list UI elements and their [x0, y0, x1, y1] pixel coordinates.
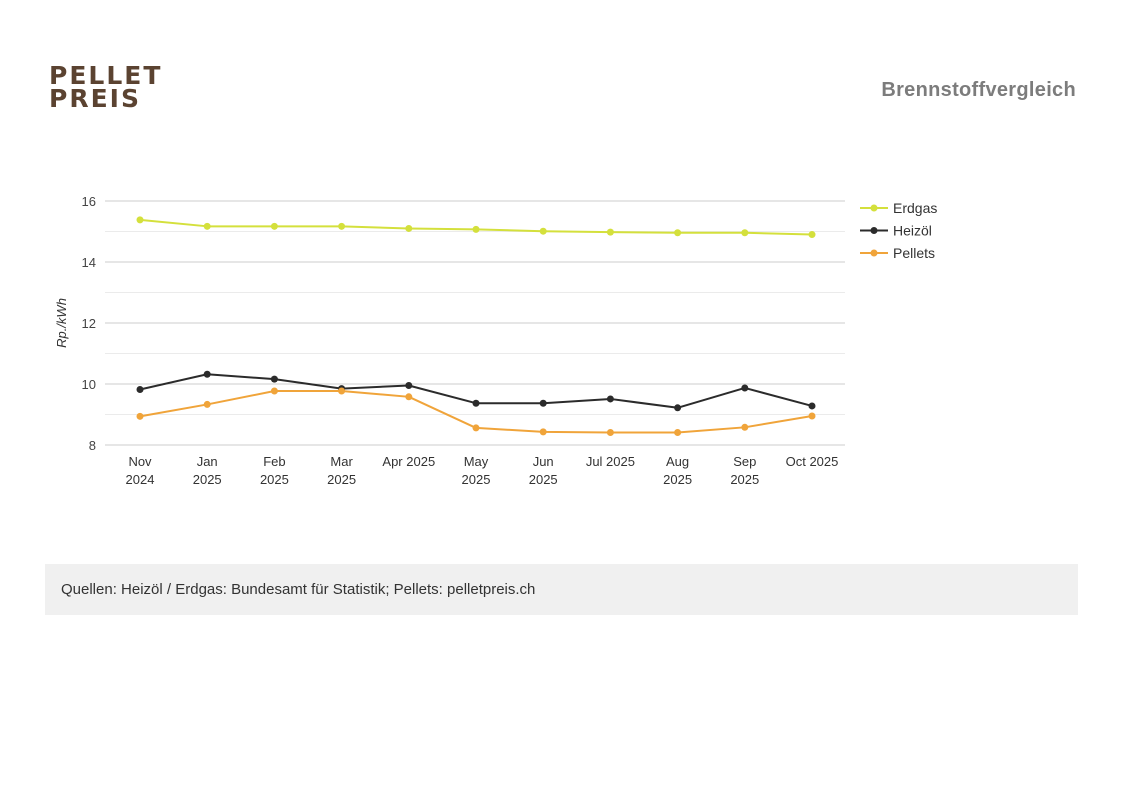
y-tick-label: 14	[82, 255, 96, 270]
data-point-pellets	[606, 428, 614, 436]
x-tick-label: Jan 2025	[193, 454, 222, 487]
x-tick-label: Feb 2025	[260, 454, 289, 487]
data-point-heizl	[674, 404, 682, 412]
y-tick-label: 12	[82, 316, 96, 331]
legend-label-pellets: Pellets	[893, 245, 935, 261]
logo-line-1: PELLET	[49, 61, 163, 90]
y-tick-label: 16	[82, 194, 96, 209]
data-point-heizl	[203, 370, 211, 378]
y-tick-label: 8	[89, 438, 96, 453]
logo-line-2: PREIS	[49, 84, 141, 113]
data-point-heizl	[741, 384, 749, 392]
data-point-erdgas	[741, 229, 749, 237]
data-point-pellets	[472, 424, 480, 432]
data-point-erdgas	[808, 231, 816, 239]
y-axis-label: Rp./kWh	[54, 298, 69, 348]
data-point-erdgas	[203, 222, 211, 230]
data-point-erdgas	[539, 227, 547, 235]
data-point-pellets	[741, 423, 749, 431]
x-tick-label: Aug 2025	[663, 454, 692, 487]
data-point-pellets	[338, 387, 346, 395]
data-point-pellets	[674, 428, 682, 436]
data-point-heizl	[136, 385, 144, 393]
data-point-erdgas	[136, 216, 144, 224]
x-tick-label: Nov 2024	[126, 454, 155, 487]
data-point-pellets	[136, 412, 144, 420]
legend-marker-pellets	[870, 249, 878, 257]
x-tick-label: Mar 2025	[327, 454, 356, 487]
x-tick-label: Sep 2025	[730, 454, 759, 487]
data-point-erdgas	[606, 228, 614, 236]
data-point-heizl	[606, 395, 614, 403]
data-point-erdgas	[405, 224, 413, 232]
page-title: Brennstoffvergleich	[881, 79, 1076, 101]
x-tick-label: Apr 2025	[382, 454, 435, 469]
x-tick-label: Oct 2025	[786, 454, 839, 469]
source-note: Quellen: Heizöl / Erdgas: Bundesamt für …	[61, 581, 536, 598]
data-point-heizl	[270, 375, 278, 383]
legend-label-erdgas: Erdgas	[893, 200, 937, 216]
legend-label-heizl: Heizöl	[893, 223, 932, 239]
legend-marker-heizl	[870, 227, 878, 234]
data-point-heizl	[472, 399, 480, 407]
y-tick-label: 10	[82, 377, 96, 392]
x-tick-label: Jul 2025	[586, 454, 635, 469]
data-point-pellets	[405, 393, 413, 401]
data-point-pellets	[270, 387, 278, 395]
data-point-pellets	[808, 412, 816, 420]
x-tick-label: May 2025	[462, 454, 491, 487]
data-point-pellets	[539, 428, 547, 436]
fuel-comparison-chart: 8 10 12 14 16 Rp./kWh Nov 2024 Jan 2025 Feb 2025 Mar…	[54, 194, 937, 487]
data-point-heizl	[808, 402, 816, 410]
data-point-heizl	[405, 382, 413, 390]
data-point-erdgas	[472, 225, 480, 233]
logo: PELLET PREIS	[49, 61, 163, 113]
data-point-erdgas	[270, 222, 278, 230]
source-box: Quellen: Heizöl / Erdgas: Bundesamt für …	[45, 564, 1078, 615]
data-point-pellets	[203, 400, 211, 408]
data-point-erdgas	[674, 229, 682, 237]
x-tick-label: Jun 2025	[529, 454, 558, 487]
legend-marker-erdgas	[870, 204, 878, 212]
data-point-heizl	[539, 399, 547, 407]
data-point-erdgas	[338, 222, 346, 230]
